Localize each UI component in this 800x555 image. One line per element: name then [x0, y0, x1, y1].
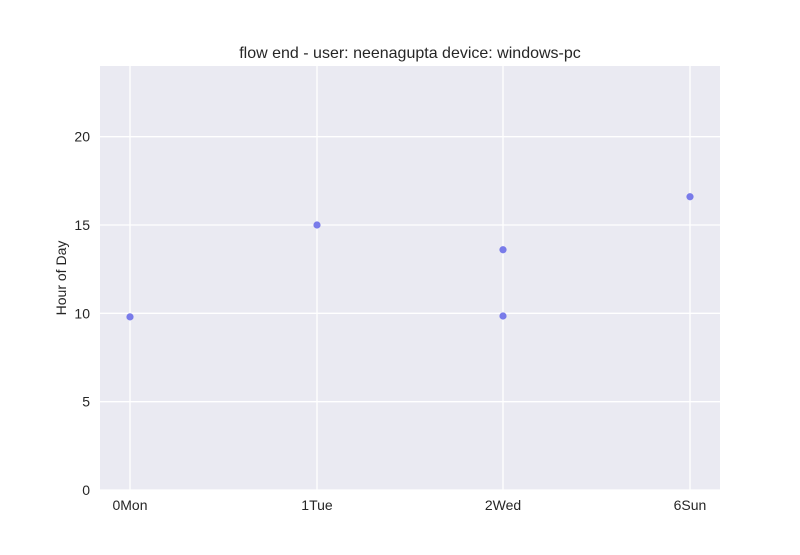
- y-tick-label: 5: [82, 394, 90, 410]
- data-point: [499, 312, 507, 320]
- x-tick-label: 1Tue: [301, 497, 333, 513]
- y-tick-label: 10: [74, 305, 90, 321]
- chart-title: flow end - user: neenagupta device: wind…: [239, 45, 581, 62]
- y-tick-label: 0: [82, 482, 90, 498]
- data-point: [126, 313, 134, 321]
- x-tick-label: 6Sun: [674, 497, 707, 513]
- data-point: [686, 193, 694, 201]
- y-tick-label: 15: [74, 217, 90, 233]
- data-point: [499, 246, 507, 254]
- x-tick-label: 0Mon: [112, 497, 147, 513]
- y-tick-label: 20: [74, 129, 90, 145]
- x-tick-label: 2Wed: [485, 497, 521, 513]
- data-point: [313, 221, 321, 229]
- plot-background: [100, 66, 720, 490]
- y-axis-label: Hour of Day: [53, 241, 69, 316]
